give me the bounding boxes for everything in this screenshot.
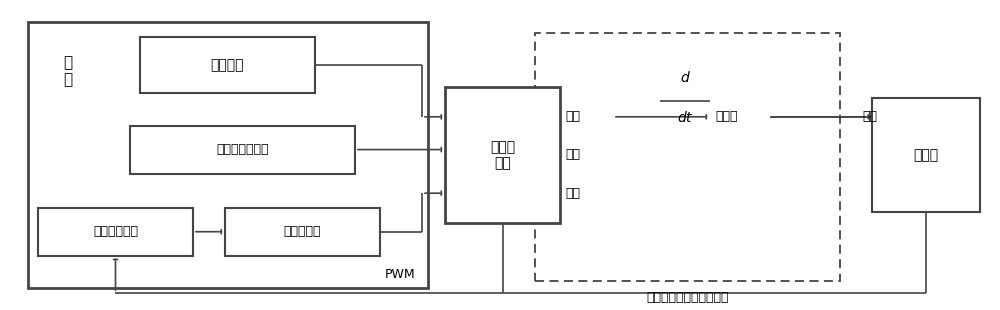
Bar (130, 126, 355, 174)
Text: 三轴陀螺: 三轴陀螺 (211, 58, 244, 72)
Bar (225, 208, 380, 256)
Text: 上位机: 上位机 (913, 148, 939, 162)
Text: 直流力矩电机: 直流力矩电机 (93, 225, 138, 238)
Text: 伺服控
制板: 伺服控 制板 (490, 140, 515, 170)
Text: $dt$: $dt$ (677, 110, 693, 125)
Text: PWM: PWM (385, 268, 415, 281)
Bar (28, 22, 428, 288)
Bar (535, 33, 840, 281)
Bar (872, 98, 980, 212)
Bar (445, 87, 560, 223)
Text: 控制参数和指令串口输入: 控制参数和指令串口输入 (646, 291, 729, 304)
Text: 电流传感器: 电流传感器 (284, 225, 321, 238)
Text: 平
台: 平 台 (63, 55, 73, 87)
Text: 绝对位置编码器: 绝对位置编码器 (216, 143, 269, 156)
Text: 速度: 速度 (565, 110, 580, 123)
Text: 加速度: 加速度 (715, 110, 738, 123)
Text: 角度: 角度 (565, 148, 580, 162)
Bar (140, 37, 315, 93)
Text: 电流: 电流 (565, 187, 580, 200)
Text: 串口: 串口 (862, 110, 877, 123)
Bar (38, 208, 193, 256)
Text: $d$: $d$ (680, 70, 690, 85)
